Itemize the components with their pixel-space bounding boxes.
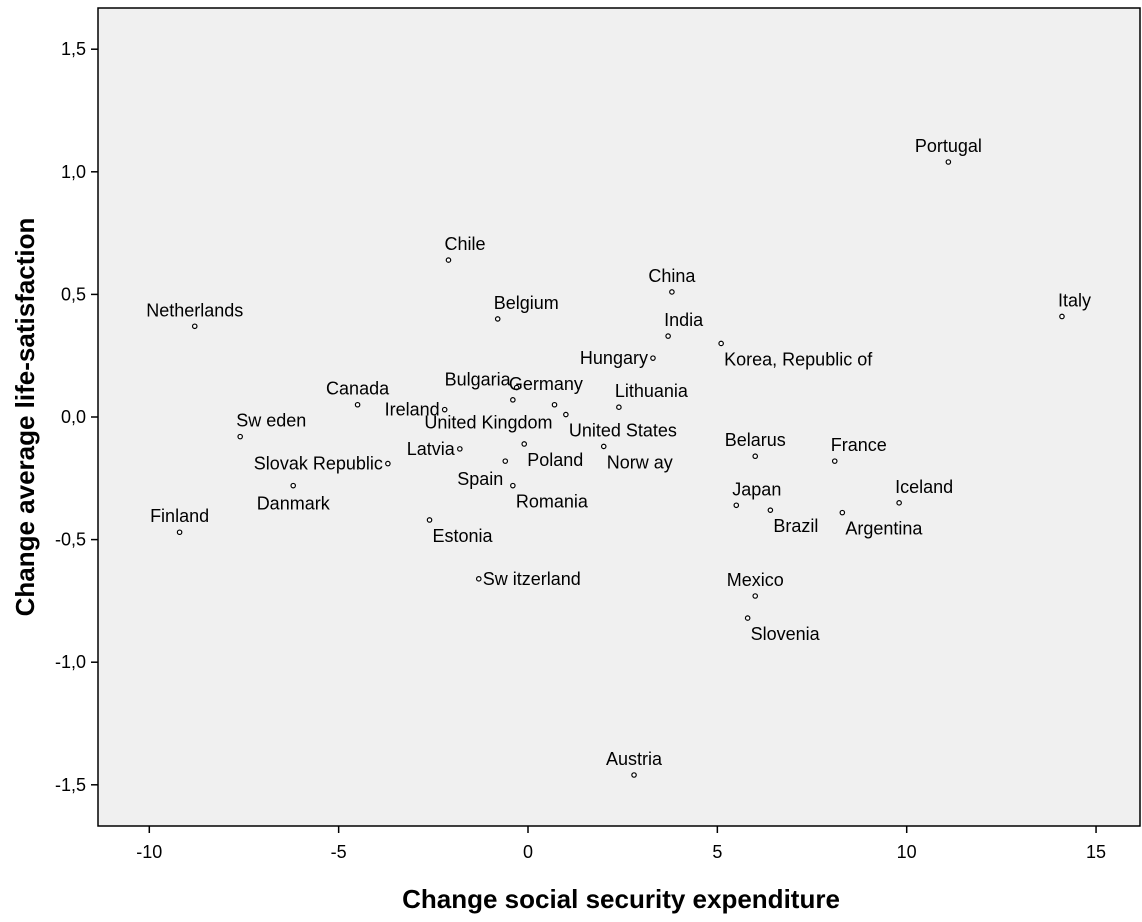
- data-point: [650, 355, 656, 361]
- y-tick-label: 0,0: [61, 407, 86, 427]
- data-point-label: Bulgaria: [445, 370, 512, 390]
- y-axis: 1,5 1,0 0,5 0,0 -0,5 -1,0 -1,5: [55, 39, 98, 795]
- data-point: [831, 458, 838, 464]
- x-tick-label: -10: [136, 842, 162, 862]
- data-point: [502, 458, 509, 464]
- data-point-label: United States: [569, 421, 677, 441]
- data-point: [839, 509, 846, 516]
- data-point: [494, 316, 501, 322]
- y-axis-title: Change average life-satisfaction: [10, 218, 40, 617]
- data-point: [385, 460, 391, 467]
- data-point-label: Slovenia: [751, 624, 821, 644]
- data-point: [551, 401, 558, 408]
- data-point: [718, 340, 724, 347]
- data-point: [945, 159, 952, 165]
- data-points: [176, 159, 1065, 778]
- data-point-label: India: [664, 310, 704, 330]
- data-point-label: Mexico: [727, 570, 784, 590]
- data-point: [669, 289, 675, 295]
- data-point-label: Latvia: [407, 439, 456, 459]
- data-point: [290, 482, 297, 489]
- data-point-label: Portugal: [915, 136, 982, 156]
- x-axis-title: Change social security expenditure: [402, 884, 840, 914]
- data-point: [475, 576, 482, 582]
- x-tick-label: 5: [712, 842, 722, 862]
- data-point: [767, 507, 774, 513]
- x-tick-label: 15: [1086, 842, 1106, 862]
- data-point-label: Korea, Republic of: [724, 349, 873, 369]
- data-point: [445, 257, 452, 263]
- data-point: [733, 502, 740, 509]
- data-point-label: Hungary: [580, 348, 648, 368]
- data-point-label: Italy: [1058, 290, 1091, 310]
- data-point-label: Chile: [444, 234, 485, 254]
- data-point-label: Ireland: [385, 400, 440, 420]
- data-point-label: Danmark: [257, 494, 331, 514]
- data-point-label: Argentina: [845, 519, 923, 539]
- data-point: [354, 401, 361, 408]
- data-point: [752, 593, 759, 599]
- data-point-label: Canada: [326, 379, 390, 399]
- y-tick-label: 1,5: [61, 39, 86, 59]
- data-point-label: United Kingdom: [424, 413, 552, 433]
- data-point-label: Romania: [516, 492, 589, 512]
- data-point-label: Estonia: [433, 526, 494, 546]
- data-point: [563, 411, 569, 418]
- data-point-label: Austria: [606, 749, 663, 769]
- data-point: [237, 433, 243, 440]
- data-point: [441, 406, 448, 413]
- data-point: [176, 529, 183, 536]
- data-point: [521, 441, 528, 447]
- data-point-label: Spain: [457, 469, 503, 489]
- data-point-label: Sw eden: [236, 411, 306, 431]
- data-point-label: Sw itzerland: [483, 569, 581, 589]
- data-point: [513, 384, 520, 391]
- plot-area: [97, 7, 1141, 827]
- x-tick-label: 10: [897, 842, 917, 862]
- x-axis: -10 -5 0 5 10 15: [136, 826, 1106, 862]
- data-point-label: Japan: [732, 479, 781, 499]
- data-point-label: Poland: [527, 450, 583, 470]
- data-point-label: Finland: [150, 506, 209, 526]
- y-tick-label: -0,5: [55, 530, 86, 550]
- data-point-labels: Portugal Italy Chile China Netherlands Belgiu…: [146, 136, 1091, 769]
- x-tick-label: 0: [523, 842, 533, 862]
- data-point: [191, 323, 198, 330]
- data-point: [744, 615, 751, 621]
- x-tick-label: -5: [331, 842, 347, 862]
- data-point: [616, 404, 622, 410]
- data-point: [510, 397, 516, 403]
- data-point-label: Belgium: [494, 293, 559, 313]
- data-point: [752, 453, 759, 460]
- data-point: [457, 446, 463, 452]
- data-point: [631, 772, 637, 778]
- y-tick-label: -1,5: [55, 775, 86, 795]
- data-point: [426, 517, 433, 523]
- data-point-label: China: [648, 266, 696, 286]
- data-point-label: Slovak Republic: [254, 454, 383, 474]
- y-tick-label: 1,0: [61, 162, 86, 182]
- data-point: [600, 443, 607, 450]
- data-point: [665, 333, 671, 339]
- data-point-label: France: [831, 435, 887, 455]
- data-point-label: Iceland: [895, 477, 953, 497]
- y-tick-label: 0,5: [61, 284, 86, 304]
- data-point-label: Brazil: [773, 516, 818, 536]
- data-point-label: Germany: [509, 374, 583, 394]
- data-point-label: Netherlands: [146, 300, 243, 320]
- data-point: [510, 482, 516, 489]
- data-point: [1059, 313, 1065, 320]
- y-tick-label: -1,0: [55, 652, 86, 672]
- data-point: [896, 500, 902, 506]
- data-point-label: Belarus: [725, 430, 786, 450]
- data-point-label: Norw ay: [607, 452, 673, 472]
- data-point-label: Lithuania: [615, 381, 689, 401]
